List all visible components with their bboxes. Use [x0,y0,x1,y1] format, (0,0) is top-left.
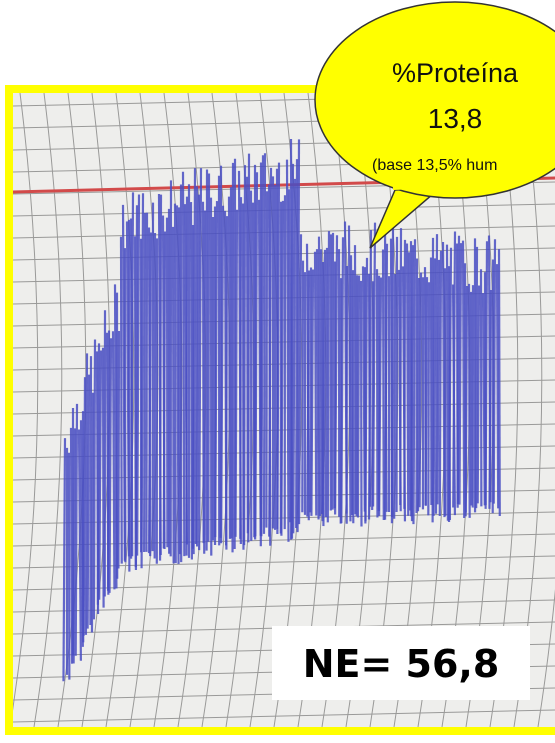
trace-stroke [326,248,327,517]
trace-stroke [94,339,95,619]
trace-stroke [226,216,227,545]
trace-stroke [469,284,470,518]
trace-stroke [394,274,395,519]
trace-stroke [76,404,77,656]
page: 500 %Proteína 13,8 (base 13,5% hum NE= 5… [0,0,555,743]
trace-stroke [229,197,230,539]
trace-stroke [437,260,439,504]
trace-stroke [434,258,435,515]
trace-stroke [179,207,180,554]
trace-stroke [144,213,145,552]
trace-stroke [486,241,487,505]
trace-stroke [264,153,265,534]
trace-stroke [142,193,143,568]
trace-stroke [466,286,467,516]
trace-stroke [146,213,147,552]
trace-stroke [319,237,320,517]
trace-stroke [88,375,89,629]
trace-stroke [315,252,316,516]
trace-stroke [497,264,498,508]
trace-stroke [248,154,249,543]
trace-stroke [84,377,85,635]
trace-stroke [121,237,122,564]
trace-stroke [440,251,441,516]
trace-stroke [404,240,405,509]
trace-stroke [173,227,174,563]
callout-title: %Proteína [392,58,519,88]
trace-stroke [160,195,161,561]
trace-stroke [459,243,461,505]
trace-stroke [194,168,195,554]
trace-stroke [358,275,359,517]
trace-stroke [426,277,427,505]
trace-stroke [113,331,114,589]
trace-stroke [63,438,65,681]
trace-stroke [90,356,91,625]
trace-stroke [447,245,448,521]
trace-stroke [92,393,93,633]
trace-stroke [240,197,241,539]
trace-stroke [400,228,401,505]
trace-stroke [164,232,165,549]
trace-stroke [413,239,415,524]
screenshot: 500 %Proteína 13,8 (base 13,5% hum NE= 5… [0,0,555,743]
trace-stroke [266,191,267,527]
trace-stroke [409,252,410,510]
trace-stroke [383,249,384,519]
trace-stroke [236,210,237,537]
trace-stroke [175,204,176,564]
trace-stroke [208,173,209,541]
trace-stroke [302,261,303,513]
trace-stroke [204,211,205,554]
trace-stroke [478,285,479,503]
trace-stroke [392,226,393,523]
bubble-join [393,186,442,188]
trace-stroke [420,273,421,508]
trace-stroke [489,290,491,509]
trace-stroke [328,231,329,522]
trace-stroke [103,348,104,608]
result-label: NE= 56,8 [303,642,500,686]
trace-stroke [428,282,429,515]
callout-value: 13,8 [428,103,483,134]
trace-stroke [244,165,245,545]
trace-stroke [499,249,500,516]
callout-note: (base 13,5% hum [372,157,497,174]
trace-stroke [191,202,192,559]
trace-stroke [494,239,495,503]
trace-stroke [110,338,111,593]
trace-stroke [118,331,119,568]
trace-stroke [231,187,232,538]
trace-stroke [355,245,356,514]
